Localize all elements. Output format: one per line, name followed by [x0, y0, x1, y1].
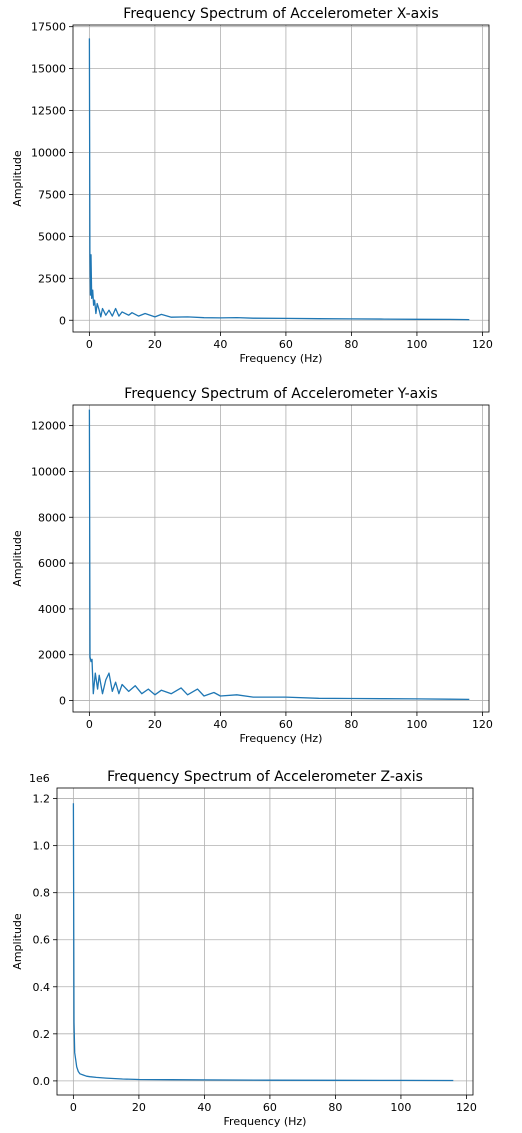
x-tick-label: 100: [406, 718, 427, 731]
x-tick-label: 80: [328, 1101, 342, 1114]
x-tick-label: 40: [213, 338, 227, 351]
x-tick-label: 20: [132, 1101, 146, 1114]
y-tick-label: 0.0: [33, 1075, 51, 1088]
y-tick-label: 0.2: [33, 1028, 51, 1041]
series-line: [72, 803, 454, 1082]
y-tick-label: 7500: [38, 188, 66, 201]
chart-x-axis: 0 20 40 60 80 100 120 0 2500 5000 7500 10000 12500 15…: [11, 6, 493, 365]
y-tick-label: 12000: [31, 420, 66, 433]
plot-frame: [72, 24, 490, 333]
y-tick-label: 10000: [31, 146, 66, 159]
x-tick-label: 20: [148, 338, 162, 351]
x-tick-label: 0: [70, 1101, 77, 1114]
y-axis-label: Amplitude: [11, 150, 24, 207]
chart-title: Frequency Spectrum of Accelerometer Z-ax…: [107, 769, 423, 785]
y-tick-label: 0.8: [33, 887, 51, 900]
y-tick-label: 0.6: [33, 934, 51, 947]
x-tick-label: 120: [472, 718, 493, 731]
series-line: [88, 409, 470, 701]
x-tick-label: 100: [406, 338, 427, 351]
chart-z-axis: 0 20 40 60 80 100 120 0.0 0.2 0.4 0.6 0.8 1.0 1.2 1e6 F…: [11, 769, 477, 1128]
x-axis-label: Frequency (Hz): [224, 1115, 307, 1128]
x-tick-label: 80: [344, 338, 358, 351]
series-line: [88, 38, 470, 321]
x-tick-label: 40: [213, 718, 227, 731]
y-tick-label: 10000: [31, 465, 66, 478]
y-tick-label: 0: [59, 314, 66, 327]
y-tick-label: 1.0: [33, 840, 51, 853]
x-tick-label: 40: [197, 1101, 211, 1114]
chart-y-axis: 0 20 40 60 80 100 120 0 2000 4000 6000 8000 10000 120…: [11, 386, 493, 745]
chart-title: Frequency Spectrum of Accelerometer X-ax…: [123, 6, 438, 22]
y-tick-label: 2000: [38, 649, 66, 662]
y-tick-label: 5000: [38, 230, 66, 243]
y-axis-label: Amplitude: [11, 913, 24, 970]
y-tick-label: 15000: [31, 63, 66, 76]
y-tick-label: 6000: [38, 557, 66, 570]
x-tick-label: 60: [263, 1101, 277, 1114]
y-axis-label: Amplitude: [11, 530, 24, 587]
y-tick-label: 4000: [38, 603, 66, 616]
y-tick-label: 0: [59, 695, 66, 708]
x-axis-label: Frequency (Hz): [240, 732, 323, 745]
y-tick-label: 1.2: [33, 793, 51, 806]
plot-frame: [56, 787, 474, 1096]
y-tick-label: 0.4: [33, 981, 51, 994]
chart-title: Frequency Spectrum of Accelerometer Y-ax…: [124, 386, 437, 402]
x-tick-label: 100: [390, 1101, 411, 1114]
y-tick-label: 8000: [38, 511, 66, 524]
x-tick-label: 120: [456, 1101, 477, 1114]
y-tick-label: 17500: [31, 21, 66, 34]
x-tick-label: 60: [279, 338, 293, 351]
y-offset-text: 1e6: [29, 772, 50, 785]
x-tick-label: 20: [148, 718, 162, 731]
plot-frame: [72, 404, 490, 713]
x-tick-label: 120: [472, 338, 493, 351]
x-tick-label: 80: [344, 718, 358, 731]
y-tick-label: 2500: [38, 272, 66, 285]
y-tick-label: 12500: [31, 105, 66, 118]
x-axis-label: Frequency (Hz): [240, 352, 323, 365]
x-tick-label: 0: [86, 338, 93, 351]
x-tick-label: 60: [279, 718, 293, 731]
x-tick-label: 0: [86, 718, 93, 731]
